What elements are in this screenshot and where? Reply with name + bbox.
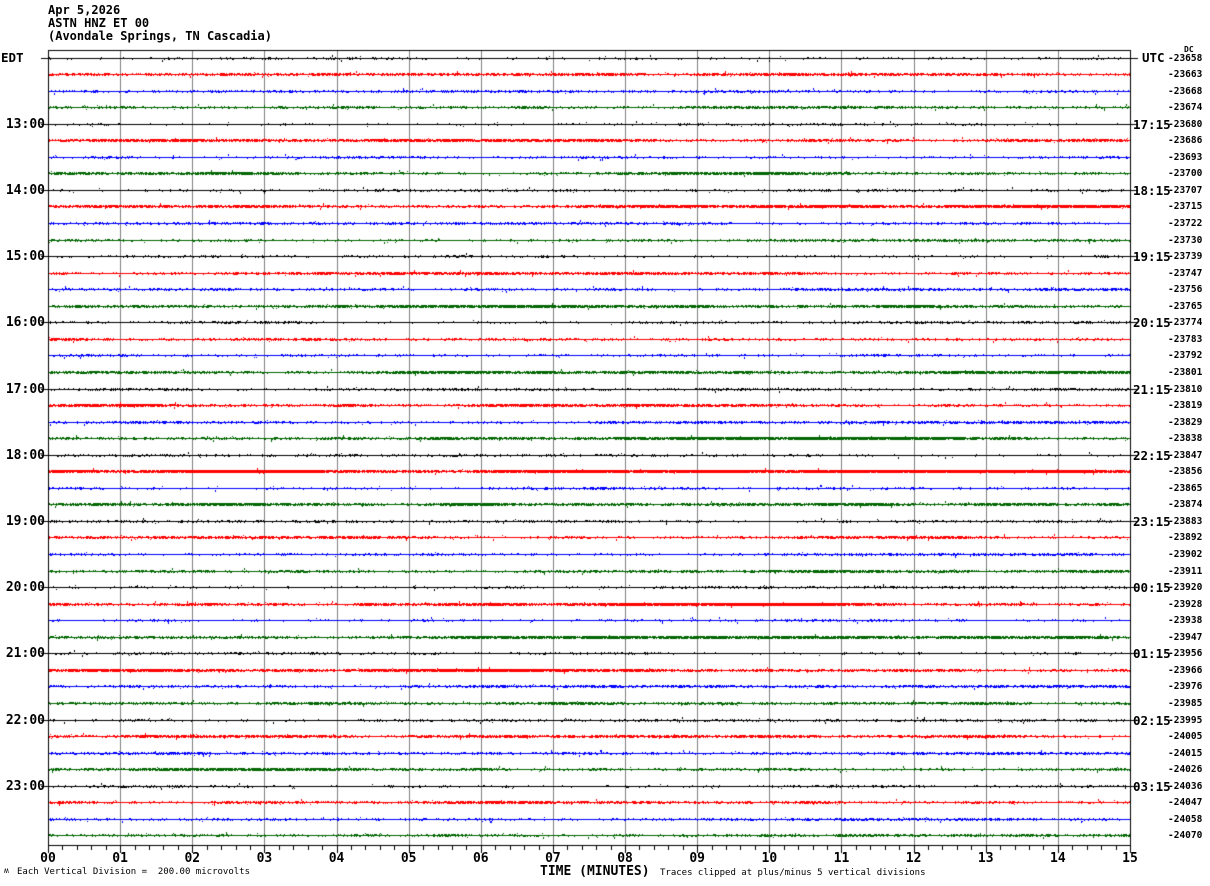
- trace-dc-offset-value: -23911: [1168, 565, 1203, 577]
- trace-dc-offset-value: -24005: [1168, 731, 1203, 743]
- trace-dc-offset-value: -23792: [1168, 350, 1203, 362]
- edt-hour-label: 18:00: [5, 447, 45, 463]
- trace-dc-offset-value: -23774: [1168, 317, 1203, 329]
- trace-dc-offset-value: -23938: [1168, 615, 1203, 627]
- x-axis-tick-label: 12: [905, 851, 922, 866]
- x-axis-tick-label: 14: [1050, 851, 1066, 866]
- trace-dc-offset-value: -23663: [1168, 69, 1203, 81]
- header-station-location: (Avondale Springs, TN Cascadia): [48, 29, 272, 43]
- utc-hour-label: 01:15: [1133, 646, 1171, 662]
- x-axis-tick-label: 09: [689, 851, 706, 866]
- trace-dc-offset-value: -23707: [1168, 184, 1203, 196]
- x-axis-tick-label: 06: [472, 851, 489, 866]
- utc-hour-label: 18:15: [1133, 182, 1171, 198]
- trace-dc-offset-value: -23700: [1168, 168, 1203, 180]
- corner-mark: ʍ: [4, 866, 9, 875]
- trace-dc-offset-value: -23819: [1168, 400, 1203, 412]
- trace-dc-offset-value: -23995: [1168, 714, 1203, 726]
- edt-hour-label: 22:00: [5, 712, 45, 728]
- trace-dc-offset-value: -23747: [1168, 267, 1203, 279]
- trace-dc-offset-value: -23856: [1168, 466, 1203, 478]
- edt-hour-label: 15:00: [5, 249, 45, 265]
- trace-dc-offset-value: -23686: [1168, 135, 1203, 147]
- trace-dc-offset-value: -24026: [1168, 764, 1203, 776]
- trace-dc-offset-value: -23865: [1168, 482, 1203, 494]
- trace-dc-offset-value: -23730: [1168, 234, 1203, 246]
- x-axis-tick-label: 04: [328, 851, 345, 866]
- x-axis-tick-label: 08: [617, 851, 633, 866]
- trace-dc-offset-value: -23892: [1168, 532, 1203, 544]
- trace-dc-offset-value: -23985: [1168, 697, 1203, 709]
- utc-hour-label: 23:15: [1133, 513, 1171, 529]
- x-axis-tick-label: 07: [545, 851, 561, 866]
- x-axis-tick-label: 10: [761, 851, 778, 866]
- trace-dc-offset-value: -23976: [1168, 681, 1203, 693]
- header-date: Apr 5,2026: [48, 3, 121, 17]
- trace-dc-offset-value: -23902: [1168, 549, 1203, 560]
- trace-dc-offset-value: -23739: [1168, 251, 1203, 263]
- x-axis-tick-label: 15: [1122, 851, 1138, 866]
- trace-dc-offset-value: -23765: [1168, 300, 1203, 312]
- trace-dc-offset-value: -23715: [1168, 201, 1203, 213]
- edt-hour-label: 21:00: [5, 646, 45, 662]
- x-axis-tick-label: 00: [40, 851, 56, 866]
- trace-dc-offset-value: -24047: [1168, 797, 1203, 809]
- trace-dc-offset-value: -23947: [1168, 631, 1203, 643]
- utc-hour-label: 21:15: [1133, 381, 1171, 397]
- right-timezone-label: UTC: [1142, 50, 1165, 65]
- scale-note: Each Vertical Division = 200.00 microvol…: [17, 867, 250, 877]
- trace-dc-offset-value: -23801: [1168, 366, 1203, 378]
- trace-dc-offset-value: -23838: [1168, 433, 1203, 445]
- edt-hour-label: 20:00: [5, 580, 45, 596]
- edt-hour-label: 13:00: [5, 116, 45, 132]
- trace-dc-offset-value: -23847: [1168, 449, 1203, 461]
- utc-hour-label: 20:15: [1133, 315, 1171, 331]
- edt-hour-label: 23:00: [5, 778, 45, 794]
- utc-hour-label: 00:15: [1133, 580, 1171, 596]
- trace-dc-offset-value: -23920: [1168, 582, 1203, 594]
- trace-dc-offset-value: -23693: [1168, 151, 1203, 163]
- trace-dc-offset-value: -23966: [1168, 664, 1203, 676]
- trace-dc-offset-value: -23674: [1168, 102, 1203, 114]
- trace-dc-offset-value: -23756: [1168, 284, 1203, 296]
- utc-hour-label: 17:15: [1133, 116, 1171, 132]
- x-axis-tick-label: 11: [833, 851, 850, 866]
- trace-dc-offset-value: -24015: [1168, 747, 1203, 759]
- x-axis-tick-label: 01: [112, 851, 128, 866]
- trace-dc-offset-value: -23810: [1168, 383, 1203, 395]
- trace-dc-offset-value: -24070: [1168, 830, 1203, 842]
- utc-hour-label: 02:15: [1133, 712, 1171, 728]
- dc-offset-column-label: DC: [1184, 45, 1194, 54]
- edt-hour-label: 17:00: [5, 381, 45, 397]
- utc-hour-label: 19:15: [1133, 249, 1171, 265]
- x-axis-tick-label: 05: [400, 851, 417, 866]
- utc-hour-label: 03:15: [1133, 778, 1171, 794]
- clip-note: Traces clipped at plus/minus 5 vertical …: [660, 868, 926, 878]
- trace-dc-offset-value: -23829: [1168, 416, 1203, 428]
- x-axis-title: TIME (MINUTES): [540, 864, 650, 879]
- x-axis-tick-label: 03: [256, 851, 273, 866]
- x-axis-tick-label: 13: [977, 851, 994, 866]
- trace-dc-offset-value: -23658: [1168, 52, 1203, 64]
- edt-hour-label: 14:00: [5, 182, 45, 198]
- trace-dc-offset-value: -23956: [1168, 648, 1203, 660]
- trace-dc-offset-value: -23783: [1168, 333, 1203, 345]
- trace-dc-offset-value: -23874: [1168, 499, 1203, 511]
- header-station-id: ASTN HNZ ET 00: [48, 16, 150, 30]
- trace-dc-offset-value: -23680: [1168, 118, 1203, 130]
- trace-dc-offset-value: -24058: [1168, 813, 1203, 825]
- trace-dc-offset-value: -23722: [1168, 218, 1203, 229]
- trace-dc-offset-value: -23668: [1168, 85, 1203, 97]
- left-timezone-label: EDT: [1, 50, 24, 65]
- trace-dc-offset-value: -24036: [1168, 780, 1203, 792]
- trace-dc-offset-value: -23928: [1168, 598, 1203, 610]
- edt-hour-label: 16:00: [5, 315, 45, 331]
- utc-hour-label: 22:15: [1133, 447, 1171, 463]
- trace-dc-offset-value: -23883: [1168, 515, 1203, 527]
- edt-hour-label: 19:00: [5, 513, 45, 529]
- x-axis-tick-label: 02: [184, 851, 201, 866]
